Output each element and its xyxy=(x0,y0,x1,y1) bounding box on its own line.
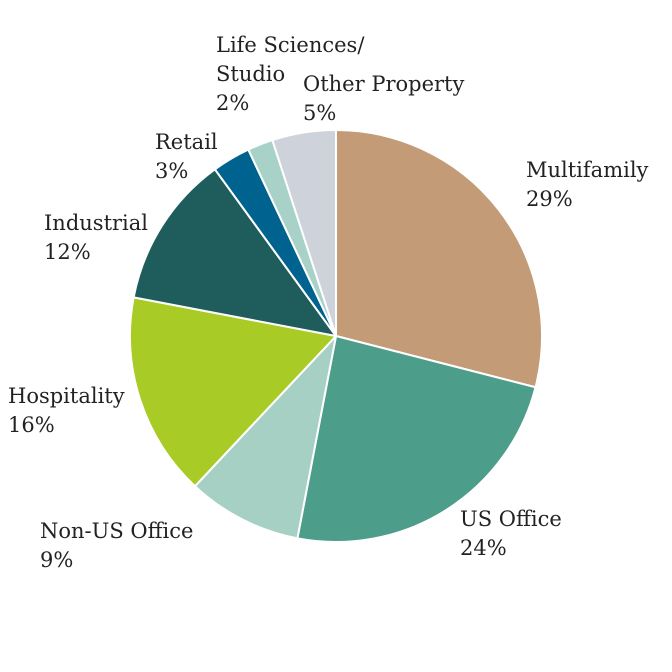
slice-label-line: Non-US Office xyxy=(40,519,193,543)
slice-label-hospitality: Hospitality 16% xyxy=(8,384,125,437)
slice-label-other-property: Other Property 5% xyxy=(303,72,464,125)
slices-group xyxy=(129,129,543,543)
slice-label-us-office: US Office 24% xyxy=(460,507,562,560)
slice-label-line: Industrial xyxy=(44,211,148,235)
slice-percent: 12% xyxy=(44,240,91,264)
pie-slice-industrial xyxy=(132,168,337,337)
slice-percent: 2% xyxy=(216,91,249,115)
slice-percent: 3% xyxy=(155,159,188,183)
slice-percent: 5% xyxy=(303,101,336,125)
slice-label-multifamily: Multifamily 29% xyxy=(526,158,649,211)
slice-label-line: Hospitality xyxy=(8,384,125,408)
slice-percent: 24% xyxy=(460,536,507,560)
slice-label-line: US Office xyxy=(460,507,562,531)
slice-label-line: Retail xyxy=(155,130,218,154)
slice-label-line: Multifamily xyxy=(526,158,649,182)
pie-slice-other-property xyxy=(271,129,337,337)
slice-label-line: Life Sciences/ xyxy=(216,33,365,57)
slice-percent: 16% xyxy=(8,413,55,437)
slice-label-life-sciences-studio: Life Sciences/Studio 2% xyxy=(216,33,365,115)
pie-slice-multifamily xyxy=(335,129,543,389)
slice-label-line: Studio xyxy=(216,62,285,86)
slice-label-retail: Retail 3% xyxy=(155,130,218,183)
slice-label-industrial: Industrial 12% xyxy=(44,211,148,264)
slice-label-non-us-office: Non-US Office 9% xyxy=(40,519,193,572)
pie-slice-us-office xyxy=(296,335,537,543)
labels-group: Multifamily 29% US Office 24% Non-US Office 9… xyxy=(8,33,649,572)
pie-slice-hospitality xyxy=(129,296,337,488)
pie-slice-non-us-office xyxy=(193,335,337,540)
slice-label-line: Other Property xyxy=(303,72,464,96)
slice-percent: 29% xyxy=(526,187,573,211)
slice-percent: 9% xyxy=(40,548,73,572)
